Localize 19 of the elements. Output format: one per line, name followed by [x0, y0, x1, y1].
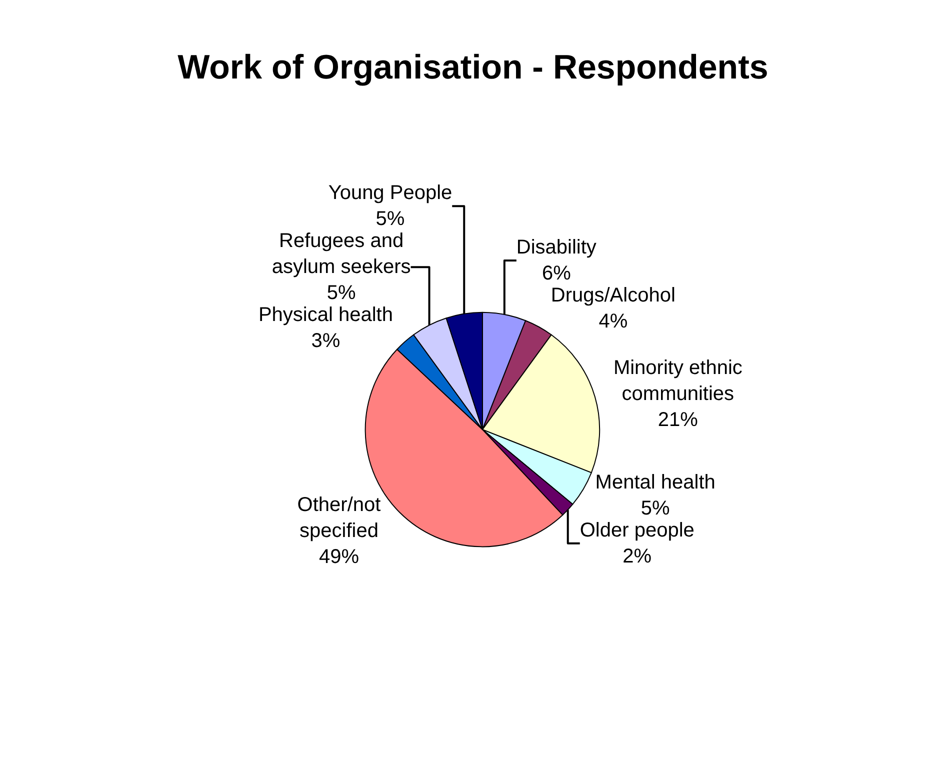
data-label: 2% — [622, 545, 652, 568]
data-label: 49% — [318, 546, 360, 568]
data-label: 5% — [640, 497, 670, 520]
data-label: 6% — [542, 262, 572, 284]
chart-title: Work of Organisation - Respondents — [178, 48, 768, 86]
data-label: 5% — [326, 282, 356, 304]
slice-label: Mental health — [595, 471, 716, 494]
data-label: 21% — [658, 408, 698, 431]
data-label: 5% — [376, 208, 405, 230]
slice-label: Minority ethnic communities — [613, 356, 742, 405]
slice-label: Refugees and asylum seekers — [272, 230, 411, 278]
slice-label: Physical health — [258, 304, 393, 326]
slice-label: Other/not specified — [297, 494, 382, 542]
slice-label: Disability — [516, 236, 596, 258]
data-label: 3% — [311, 330, 340, 352]
slice-label: Young People — [328, 182, 452, 204]
slice-label: Older people — [580, 519, 694, 542]
slice-label: Drugs/Alcohol — [550, 284, 676, 306]
data-label: 4% — [598, 310, 628, 332]
